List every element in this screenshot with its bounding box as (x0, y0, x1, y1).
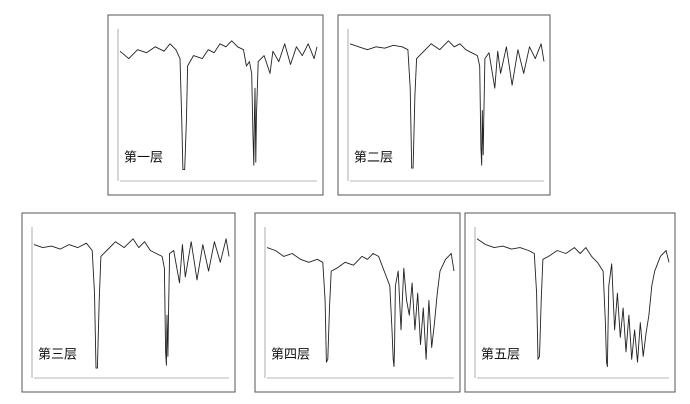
spectrum-line (33, 238, 230, 369)
panel-frame (464, 212, 676, 393)
panel-label: 第二层 (354, 151, 393, 166)
panel-label: 第四层 (271, 348, 310, 363)
panel-label: 第一层 (124, 151, 163, 166)
spectrum-line (266, 247, 455, 368)
spectrum-line (119, 40, 318, 171)
panel-label: 第三层 (38, 348, 77, 363)
spectrum-line (476, 238, 670, 368)
panel-frame (254, 212, 461, 393)
panel-frame (21, 212, 236, 393)
spectrum-line (349, 40, 545, 169)
panel-label: 第五层 (481, 348, 520, 363)
panel-frame (337, 14, 551, 196)
panel-frame (107, 14, 324, 196)
